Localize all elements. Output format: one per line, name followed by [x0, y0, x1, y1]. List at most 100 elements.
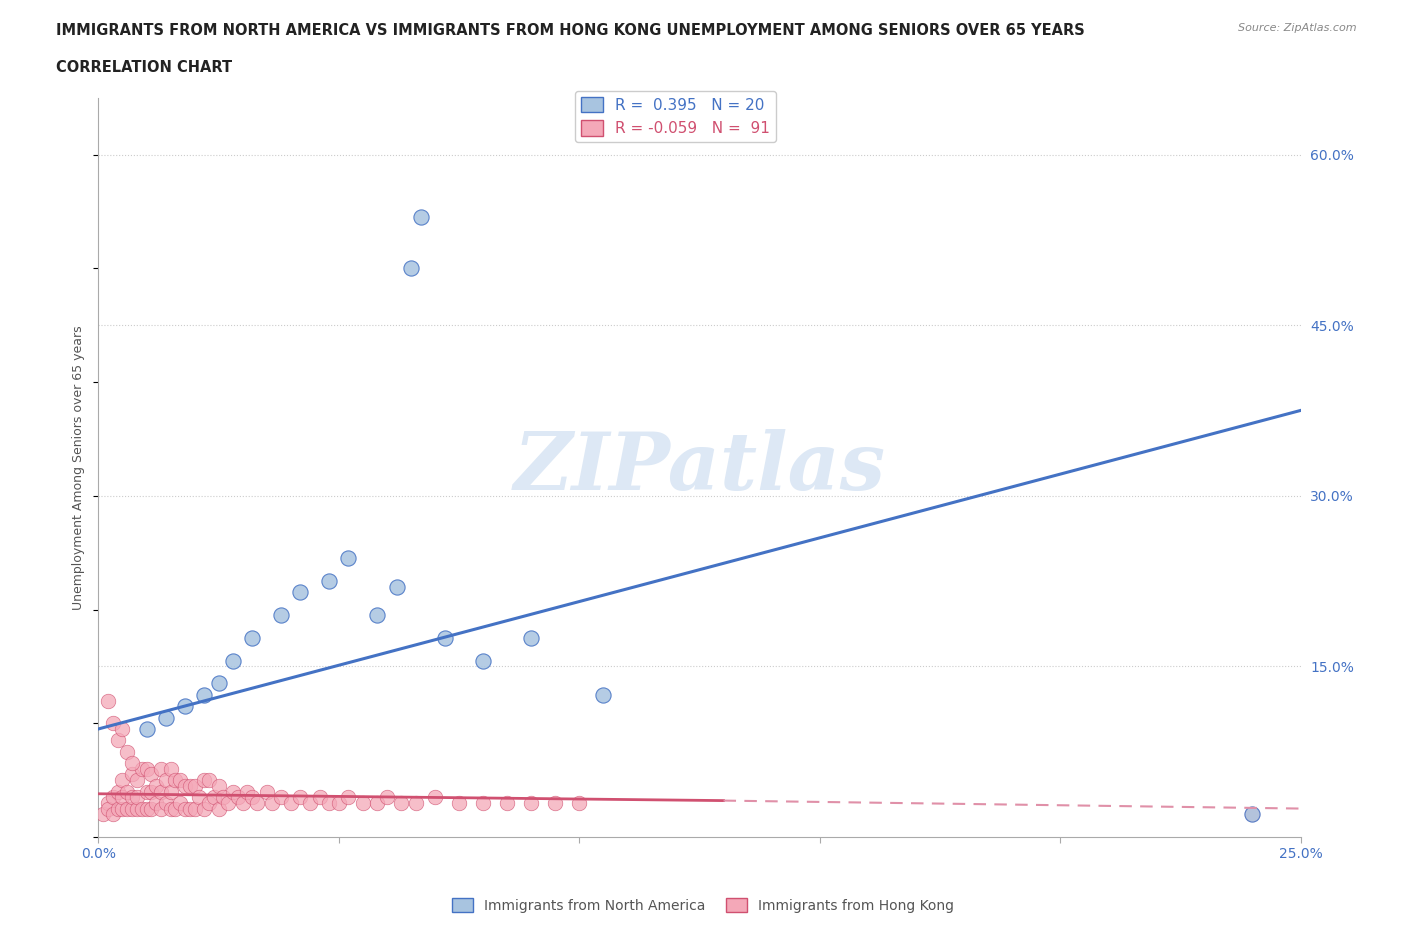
- Point: [97, 795, 120, 810]
- Point: [198, 795, 221, 810]
- Point: [121, 755, 143, 770]
- Point: [107, 784, 129, 799]
- Point: [270, 790, 292, 804]
- Point: [131, 762, 153, 777]
- Point: [174, 778, 197, 793]
- Point: [217, 795, 239, 810]
- Point: [318, 795, 340, 810]
- Point: [318, 574, 340, 589]
- Point: [97, 693, 120, 708]
- Point: [496, 795, 519, 810]
- Point: [145, 778, 167, 793]
- Point: [208, 778, 231, 793]
- Point: [568, 795, 591, 810]
- Point: [91, 807, 114, 822]
- Point: [520, 795, 543, 810]
- Point: [366, 795, 388, 810]
- Point: [131, 801, 153, 816]
- Point: [159, 762, 181, 777]
- Point: [472, 795, 495, 810]
- Y-axis label: Unemployment Among Seniors over 65 years: Unemployment Among Seniors over 65 years: [72, 325, 86, 610]
- Point: [125, 790, 148, 804]
- Point: [208, 801, 231, 816]
- Point: [135, 722, 157, 737]
- Point: [111, 722, 134, 737]
- Point: [159, 784, 181, 799]
- Point: [135, 784, 157, 799]
- Point: [145, 795, 167, 810]
- Point: [155, 711, 177, 725]
- Point: [544, 795, 567, 810]
- Point: [101, 807, 124, 822]
- Point: [256, 784, 278, 799]
- Point: [226, 790, 249, 804]
- Point: [366, 608, 388, 623]
- Legend: Immigrants from North America, Immigrants from Hong Kong: Immigrants from North America, Immigrant…: [446, 893, 960, 919]
- Point: [447, 795, 470, 810]
- Point: [141, 801, 163, 816]
- Text: IMMIGRANTS FROM NORTH AMERICA VS IMMIGRANTS FROM HONG KONG UNEMPLOYMENT AMONG SE: IMMIGRANTS FROM NORTH AMERICA VS IMMIGRA…: [56, 23, 1085, 38]
- Point: [328, 795, 350, 810]
- Point: [520, 631, 543, 645]
- Point: [409, 209, 432, 224]
- Point: [472, 653, 495, 668]
- Point: [280, 795, 302, 810]
- Point: [121, 790, 143, 804]
- Point: [165, 801, 187, 816]
- Point: [165, 773, 187, 788]
- Point: [375, 790, 398, 804]
- Point: [246, 795, 269, 810]
- Point: [240, 631, 263, 645]
- Point: [179, 801, 201, 816]
- Point: [107, 733, 129, 748]
- Point: [1241, 807, 1264, 822]
- Point: [212, 790, 235, 804]
- Point: [337, 790, 360, 804]
- Point: [308, 790, 330, 804]
- Point: [337, 551, 360, 565]
- Point: [155, 773, 177, 788]
- Point: [101, 790, 124, 804]
- Point: [97, 801, 120, 816]
- Point: [149, 801, 172, 816]
- Point: [1241, 807, 1264, 822]
- Point: [352, 795, 374, 810]
- Point: [202, 790, 225, 804]
- Point: [385, 579, 408, 594]
- Point: [125, 773, 148, 788]
- Point: [141, 767, 163, 782]
- Point: [111, 790, 134, 804]
- Point: [169, 773, 191, 788]
- Point: [107, 801, 129, 816]
- Point: [232, 795, 254, 810]
- Point: [270, 608, 292, 623]
- Point: [117, 784, 139, 799]
- Point: [169, 795, 191, 810]
- Point: [298, 795, 321, 810]
- Point: [193, 687, 215, 702]
- Point: [222, 784, 245, 799]
- Text: CORRELATION CHART: CORRELATION CHART: [56, 60, 232, 75]
- Point: [179, 778, 201, 793]
- Point: [121, 767, 143, 782]
- Point: [198, 773, 221, 788]
- Point: [592, 687, 614, 702]
- Point: [188, 790, 211, 804]
- Point: [236, 784, 259, 799]
- Point: [111, 773, 134, 788]
- Point: [423, 790, 446, 804]
- Point: [193, 801, 215, 816]
- Point: [149, 784, 172, 799]
- Point: [141, 784, 163, 799]
- Legend: R =  0.395   N = 20, R = -0.059   N =  91: R = 0.395 N = 20, R = -0.059 N = 91: [575, 90, 776, 142]
- Point: [135, 801, 157, 816]
- Point: [433, 631, 456, 645]
- Point: [183, 801, 205, 816]
- Point: [208, 676, 231, 691]
- Point: [111, 801, 134, 816]
- Point: [183, 778, 205, 793]
- Point: [174, 801, 197, 816]
- Point: [155, 795, 177, 810]
- Point: [117, 801, 139, 816]
- Point: [222, 653, 245, 668]
